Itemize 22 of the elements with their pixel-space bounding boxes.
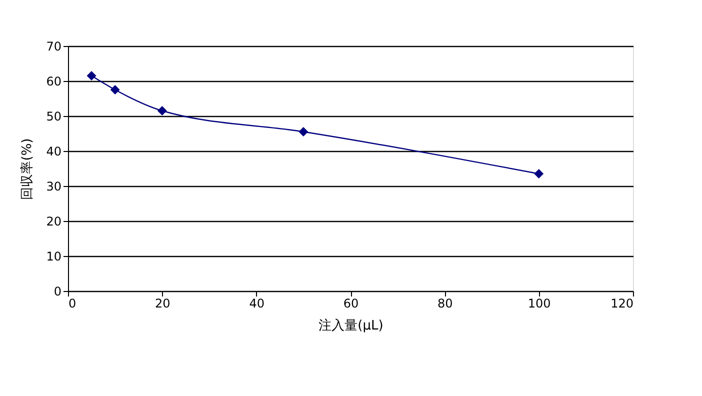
y-tick-label: 10 [46, 250, 62, 264]
y-tick-label: 30 [46, 180, 62, 194]
x-tick-label: 80 [438, 296, 453, 310]
point [86, 71, 96, 80]
x-tick-label: 40 [249, 296, 264, 310]
x-axis-title: 注入量(μL) [318, 318, 384, 334]
x-tick-label: 0 [68, 296, 76, 310]
x-tick-label: 60 [343, 296, 359, 310]
y-tick-label: 60 [46, 74, 62, 88]
y-tick-label: 70 [46, 40, 62, 54]
point [534, 169, 544, 178]
y-axis-title: 回収率(%) [19, 138, 36, 200]
point [157, 106, 167, 116]
y-tick-label: 50 [46, 110, 62, 124]
x-tick-label: 20 [155, 296, 170, 310]
y-tick-label: 0 [54, 284, 62, 298]
y-tick-label: 40 [46, 144, 62, 158]
x-tick-label: 100 [528, 296, 551, 310]
x-tick-label: 120 [610, 296, 634, 310]
point [298, 127, 308, 136]
point [110, 85, 120, 94]
y-tick-label: 20 [46, 214, 62, 228]
